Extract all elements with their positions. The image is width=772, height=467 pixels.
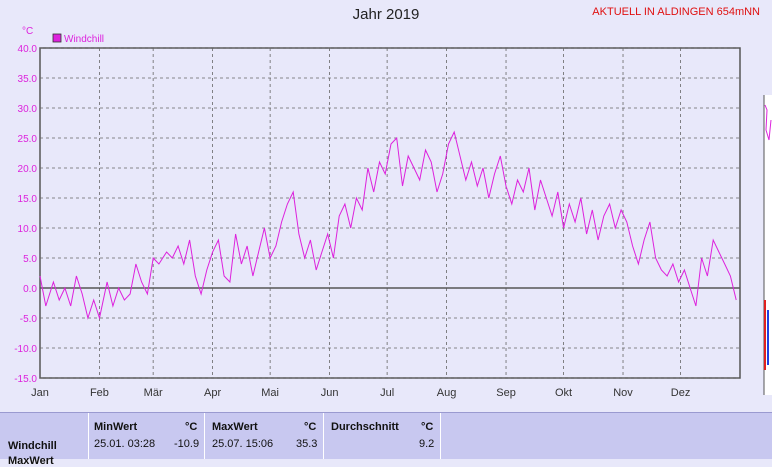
legend-label: Windchill <box>64 34 104 45</box>
plot-area <box>39 47 741 379</box>
side-panel <box>763 95 772 395</box>
min-datetime: 25.01. 03:28 <box>94 438 156 450</box>
legend-swatch <box>52 33 62 43</box>
max-datetime: 25.07. 15:06 <box>212 438 274 450</box>
x-tick-label: Nov <box>613 387 633 399</box>
y-tick-label: 40.0 <box>18 44 38 55</box>
y-unit-label: °C <box>22 26 33 37</box>
max-value: 35.3 <box>296 438 318 450</box>
grid-lines <box>40 47 740 379</box>
y-tick-label: 5.0 <box>23 254 37 265</box>
y-tick-label: 10.0 <box>18 224 38 235</box>
y-tick-label: 35.0 <box>18 74 38 85</box>
station-label: AKTUELL IN ALDINGEN 654mNN <box>592 6 760 18</box>
min-header: MinWert <box>94 421 138 433</box>
x-tick-label: Jun <box>321 387 339 399</box>
x-tick-label: Mai <box>261 387 279 399</box>
avg-unit: °C <box>421 421 434 433</box>
max-unit: °C <box>304 421 317 433</box>
y-tick-label: 20.0 <box>18 164 38 175</box>
summary-label-col: Windchill MaxWert <box>0 413 89 467</box>
y-tick-label: 15.0 <box>18 194 38 205</box>
max-header: MaxWert <box>212 421 258 433</box>
windchill-line <box>39 130 737 320</box>
x-tick-label: Sep <box>496 387 516 399</box>
min-value: -10.9 <box>174 438 200 450</box>
y-tick-label: 30.0 <box>18 104 38 115</box>
x-tick-label: Mär <box>144 387 163 399</box>
y-tick-label: 0.0 <box>23 284 37 295</box>
summary-row-label: Windchill <box>8 440 57 452</box>
summary-min-col: MinWert °C 25.01. 03:28 -10.9 <box>88 413 205 459</box>
x-tick-label: Okt <box>555 387 572 399</box>
x-tick-label: Feb <box>90 387 109 399</box>
x-axis-ticks: Jan Feb Mär Apr Mai Jun Jul Aug Sep Okt Nov Dez <box>31 387 690 399</box>
x-tick-label: Aug <box>437 387 457 399</box>
y-axis-ticks: 40.0 35.0 30.0 25.0 20.0 15.0 10.0 5.0 0.0 -5.0 -1… <box>14 44 37 385</box>
summary-panel: Windchill MaxWert MinWert °C 25.01. 03:2… <box>0 412 772 467</box>
min-unit: °C <box>185 421 198 433</box>
y-tick-label: -10.0 <box>14 344 37 355</box>
y-tick-label: 25.0 <box>18 134 38 145</box>
x-tick-label: Dez <box>671 387 691 399</box>
chart-title: Jahr 2019 <box>352 6 420 23</box>
avg-header: Durchschnitt <box>331 421 399 433</box>
avg-value: 9.2 <box>419 438 435 450</box>
x-tick-label: Apr <box>204 387 221 399</box>
windchill-chart: 40.0 35.0 30.0 25.0 20.0 15.0 10.0 5.0 0.0 -5.0 -1… <box>14 26 772 399</box>
y-tick-label: -5.0 <box>20 314 38 325</box>
summary-max-col: MaxWert °C 25.07. 15:06 35.3 <box>205 413 324 459</box>
x-tick-label: Jul <box>380 387 394 399</box>
x-tick-label: Jan <box>31 387 49 399</box>
y-tick-label: -15.0 <box>14 374 37 385</box>
summary-row-label-2: MaxWert <box>8 455 54 467</box>
summary-avg-col: Durchschnitt °C 9.2 <box>324 413 441 459</box>
